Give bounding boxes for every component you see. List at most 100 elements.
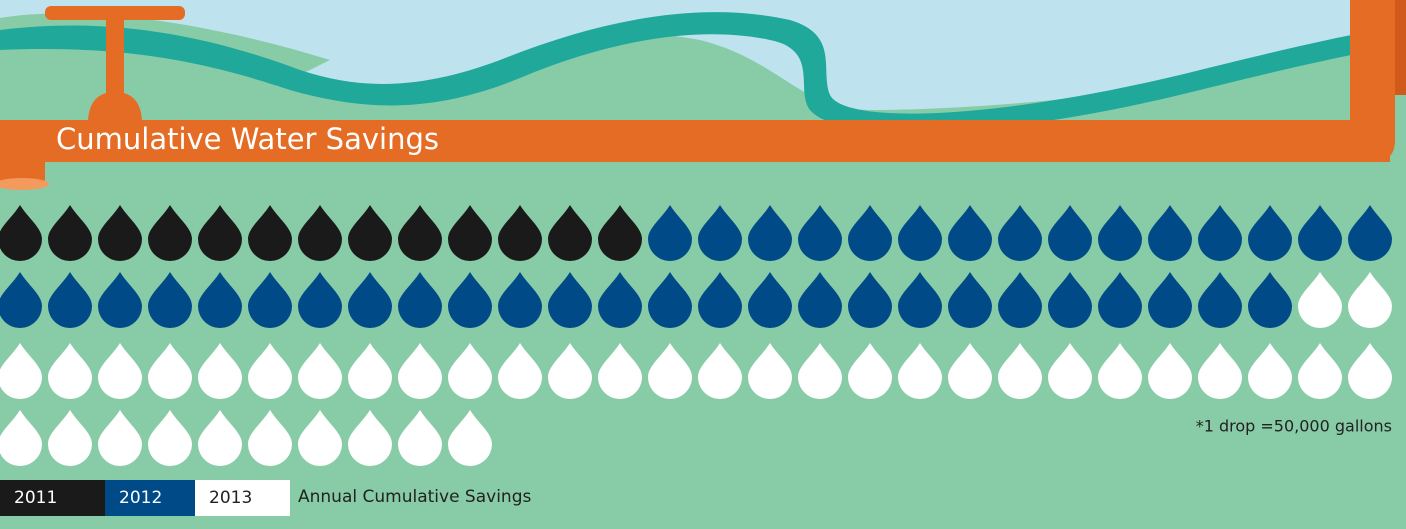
legend-label: 2012 — [119, 488, 162, 508]
legend-swatch — [105, 480, 195, 516]
drop — [598, 343, 642, 399]
drop — [848, 343, 892, 399]
drop — [798, 205, 842, 261]
drop — [148, 272, 192, 328]
drop — [1248, 205, 1292, 261]
drop — [448, 272, 492, 328]
drop — [198, 205, 242, 261]
drop — [798, 343, 842, 399]
drop — [1048, 343, 1092, 399]
drop — [1298, 205, 1342, 261]
drop — [298, 343, 342, 399]
drop — [1098, 272, 1142, 328]
drop — [698, 343, 742, 399]
drop — [1148, 272, 1192, 328]
drop — [648, 343, 692, 399]
chart-title: Cumulative Water Savings — [56, 122, 439, 156]
drop — [48, 272, 92, 328]
drop — [98, 272, 142, 328]
drop — [1198, 272, 1242, 328]
drop — [748, 343, 792, 399]
spout — [0, 130, 45, 182]
spout-mouth — [0, 178, 49, 190]
drop — [0, 272, 42, 328]
legend-swatch — [195, 480, 290, 516]
drop — [248, 343, 292, 399]
drop — [1048, 272, 1092, 328]
pipe-flange — [1395, 0, 1406, 95]
faucet-base — [88, 92, 142, 120]
drop — [1248, 272, 1292, 328]
drop — [348, 272, 392, 328]
drop — [448, 205, 492, 261]
drop — [148, 410, 192, 466]
drop — [998, 205, 1042, 261]
drop — [848, 272, 892, 328]
drop — [98, 410, 142, 466]
drop — [898, 205, 942, 261]
drop — [648, 272, 692, 328]
faucet-stem — [106, 15, 124, 95]
drop — [898, 343, 942, 399]
drop — [398, 343, 442, 399]
drop — [198, 343, 242, 399]
drop — [748, 272, 792, 328]
drop — [298, 205, 342, 261]
pipe — [0, 120, 1390, 162]
drop — [548, 272, 592, 328]
water-band — [0, 12, 1406, 133]
drop — [448, 410, 492, 466]
legend-swatch — [0, 480, 105, 516]
faucet-handle — [45, 6, 185, 20]
drop — [1348, 205, 1392, 261]
legend-title: Annual Cumulative Savings — [298, 487, 531, 507]
drop — [48, 205, 92, 261]
drop — [1298, 343, 1342, 399]
drop — [298, 272, 342, 328]
legend-label: 2013 — [209, 488, 252, 508]
drop — [698, 205, 742, 261]
drop — [398, 272, 442, 328]
drop — [848, 205, 892, 261]
drop — [1098, 205, 1142, 261]
drop — [498, 343, 542, 399]
drop — [98, 205, 142, 261]
drop — [1248, 343, 1292, 399]
note: *1 drop =50,000 gallons — [1196, 417, 1392, 436]
drop — [1148, 205, 1192, 261]
drop — [698, 272, 742, 328]
drop — [148, 343, 192, 399]
drop — [748, 205, 792, 261]
drop — [248, 205, 292, 261]
drop — [598, 272, 642, 328]
drop — [298, 410, 342, 466]
drop — [498, 272, 542, 328]
drop — [1198, 205, 1242, 261]
drop — [348, 410, 392, 466]
drop — [1348, 272, 1392, 328]
drop — [898, 272, 942, 328]
drop — [1148, 343, 1192, 399]
pipe-corner — [1350, 120, 1395, 162]
drop — [998, 343, 1042, 399]
drop — [598, 205, 642, 261]
drop — [1198, 343, 1242, 399]
drop — [498, 205, 542, 261]
pipe-vertical — [1350, 0, 1395, 140]
drop — [548, 343, 592, 399]
drop — [348, 205, 392, 261]
drop — [648, 205, 692, 261]
drop — [198, 410, 242, 466]
legend-label: 2011 — [14, 488, 57, 508]
drop — [448, 343, 492, 399]
drop — [48, 410, 92, 466]
drop — [148, 205, 192, 261]
drop — [1298, 272, 1342, 328]
drop — [948, 343, 992, 399]
drop — [0, 343, 42, 399]
drop — [248, 410, 292, 466]
drop — [248, 272, 292, 328]
